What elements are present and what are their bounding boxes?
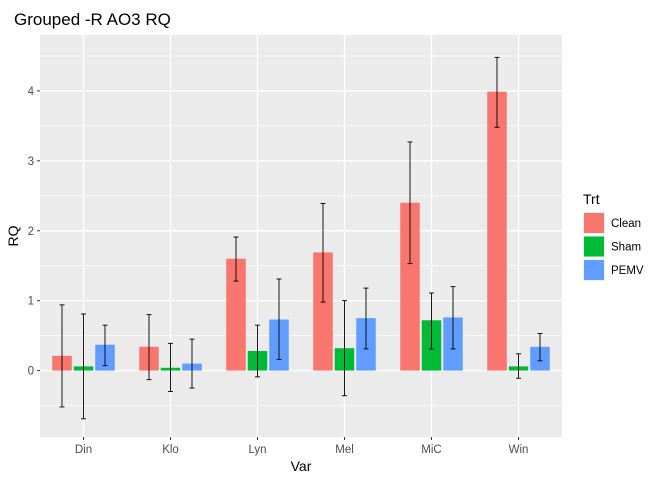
- bar-clean: [400, 202, 420, 371]
- plot-panel: [40, 35, 562, 437]
- x-tick-label: MiC: [421, 444, 441, 456]
- y-tick-label: 4: [28, 86, 35, 98]
- legend-title: Trt: [583, 191, 600, 207]
- x-tick-label: Din: [75, 444, 92, 456]
- bars: [52, 91, 550, 371]
- bar-clean: [487, 91, 507, 371]
- y-axis-title: RQ: [5, 225, 21, 246]
- legend-label-pemv: PEMV: [611, 265, 644, 277]
- legend-label-sham: Sham: [611, 242, 641, 254]
- x-tick-label: Mel: [335, 444, 354, 456]
- y-tick-label: 1: [28, 296, 34, 308]
- bar-clean: [313, 252, 333, 371]
- y-tick-label: 0: [28, 366, 34, 378]
- x-tick-label: Klo: [162, 444, 179, 456]
- bar-clean: [226, 258, 246, 371]
- y-tick-label: 3: [28, 156, 34, 168]
- legend-swatch-clean: [584, 213, 604, 233]
- legend-swatch-pemv: [584, 260, 604, 280]
- legend: Trt Clean Sham PEMV: [583, 191, 644, 281]
- x-tick-label: Lyn: [248, 444, 266, 456]
- x-axis-title: Var: [291, 458, 312, 474]
- chart-title: Grouped -R AO3 RQ: [14, 10, 171, 29]
- legend-swatch-sham: [584, 236, 604, 257]
- y-tick-label: 2: [28, 226, 34, 238]
- error-bars: [59, 56, 543, 420]
- x-tick-label: Win: [509, 444, 529, 456]
- axes: 0 1 2 3 4 Din Klo Lyn Mel MiC Win: [28, 86, 529, 456]
- legend-label-clean: Clean: [611, 218, 641, 230]
